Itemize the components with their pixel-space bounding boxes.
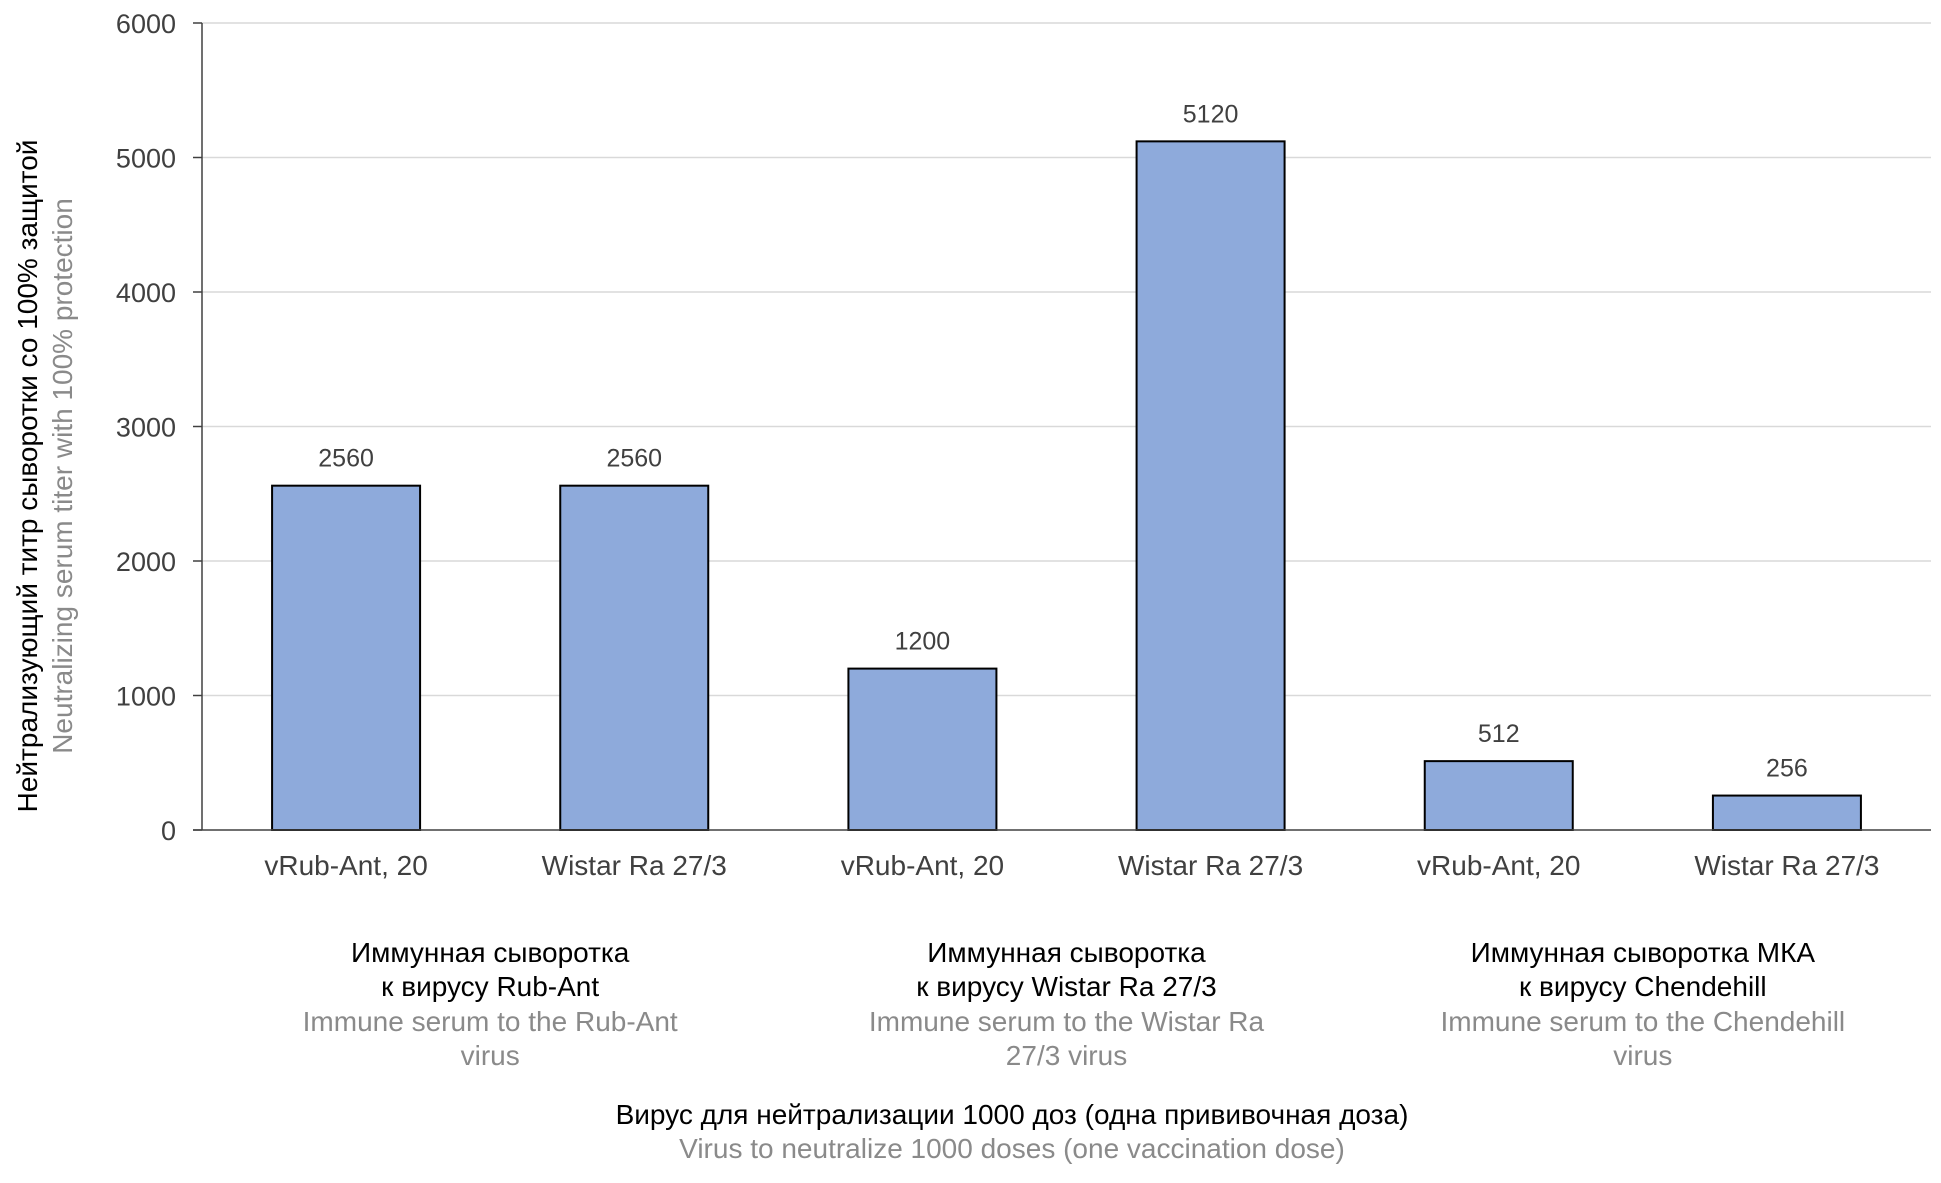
y-axis-title-en: Neutralizing serum titer with 100% prote… — [47, 198, 78, 754]
bars — [271, 140, 1862, 832]
data-label-4: 512 — [1478, 720, 1520, 748]
bar-5 — [1711, 794, 1862, 831]
group-1-title-en-line2: 27/3 virus — [1006, 1040, 1127, 1071]
group-0-title-ru-line2: к вирусу Rub-Ant — [381, 971, 599, 1002]
bar-0 — [271, 484, 422, 831]
y-tick-label-2000: 2000 — [116, 547, 176, 577]
y-tick-label-4000: 4000 — [116, 278, 176, 308]
category-label-3: Wistar Ra 27/3 — [1118, 850, 1303, 881]
group-2-title-en-line2: virus — [1613, 1040, 1672, 1071]
category-label-2: vRub-Ant, 20 — [841, 850, 1004, 881]
y-tick-label-0: 0 — [161, 816, 176, 846]
y-tick-label-3000: 3000 — [116, 413, 176, 443]
data-label-1: 2560 — [606, 445, 662, 473]
y-tick-label-5000: 5000 — [116, 144, 176, 174]
data-label-0: 2560 — [318, 445, 374, 473]
group-1-title-ru-line2: к вирусу Wistar Ra 27/3 — [916, 971, 1216, 1002]
group-2-title-ru-line1: Иммунная сыворотка МКА — [1471, 937, 1816, 968]
group-0-title-en-line1: Immune serum to the Rub-Ant — [303, 1006, 678, 1037]
category-label-4: vRub-Ant, 20 — [1417, 850, 1580, 881]
group-0-title-en-line2: virus — [461, 1040, 520, 1071]
data-label-2: 1200 — [895, 628, 951, 656]
data-label-3: 5120 — [1183, 100, 1239, 128]
group-0-title-ru-line1: Иммунная сыворотка — [351, 937, 630, 968]
gridlines — [193, 22, 1931, 831]
group-2-title-ru-line2: к вирусу Chendehill — [1519, 971, 1767, 1002]
y-tick-labels: 0 1000 2000 3000 4000 5000 6000 — [116, 9, 176, 846]
x-axis-title-en: Virus to neutralize 1000 doses (one vacc… — [679, 1133, 1345, 1164]
data-labels: 2560 2560 1200 5120 512 256 — [318, 100, 1808, 782]
category-label-0: vRub-Ant, 20 — [264, 850, 427, 881]
group-2-title-en-line1: Immune serum to the Chendehill — [1441, 1006, 1846, 1037]
bar-1 — [559, 484, 710, 831]
data-label-5: 256 — [1766, 755, 1808, 783]
y-tick-label-6000: 6000 — [116, 9, 176, 39]
bar-4 — [1423, 760, 1574, 831]
y-tick-label-1000: 1000 — [116, 682, 176, 712]
category-labels: vRub-Ant, 20 Wistar Ra 27/3 vRub-Ant, 20 Wi… — [264, 850, 1879, 881]
y-axis-title-ru: Нейтрализующий титр сыворотки со 100% за… — [12, 140, 43, 813]
x-axis-title-ru: Вирус для нейтрализации 1000 доз (одна п… — [616, 1099, 1409, 1130]
category-label-1: Wistar Ra 27/3 — [542, 850, 727, 881]
bar-2 — [847, 667, 998, 831]
axes — [193, 23, 1931, 831]
group-1-title-ru-line1: Иммунная сыворотка — [927, 937, 1206, 968]
bar-3 — [1135, 140, 1286, 832]
group-1-title-en-line1: Immune serum to the Wistar Ra — [869, 1006, 1265, 1037]
category-label-5: Wistar Ra 27/3 — [1694, 850, 1879, 881]
